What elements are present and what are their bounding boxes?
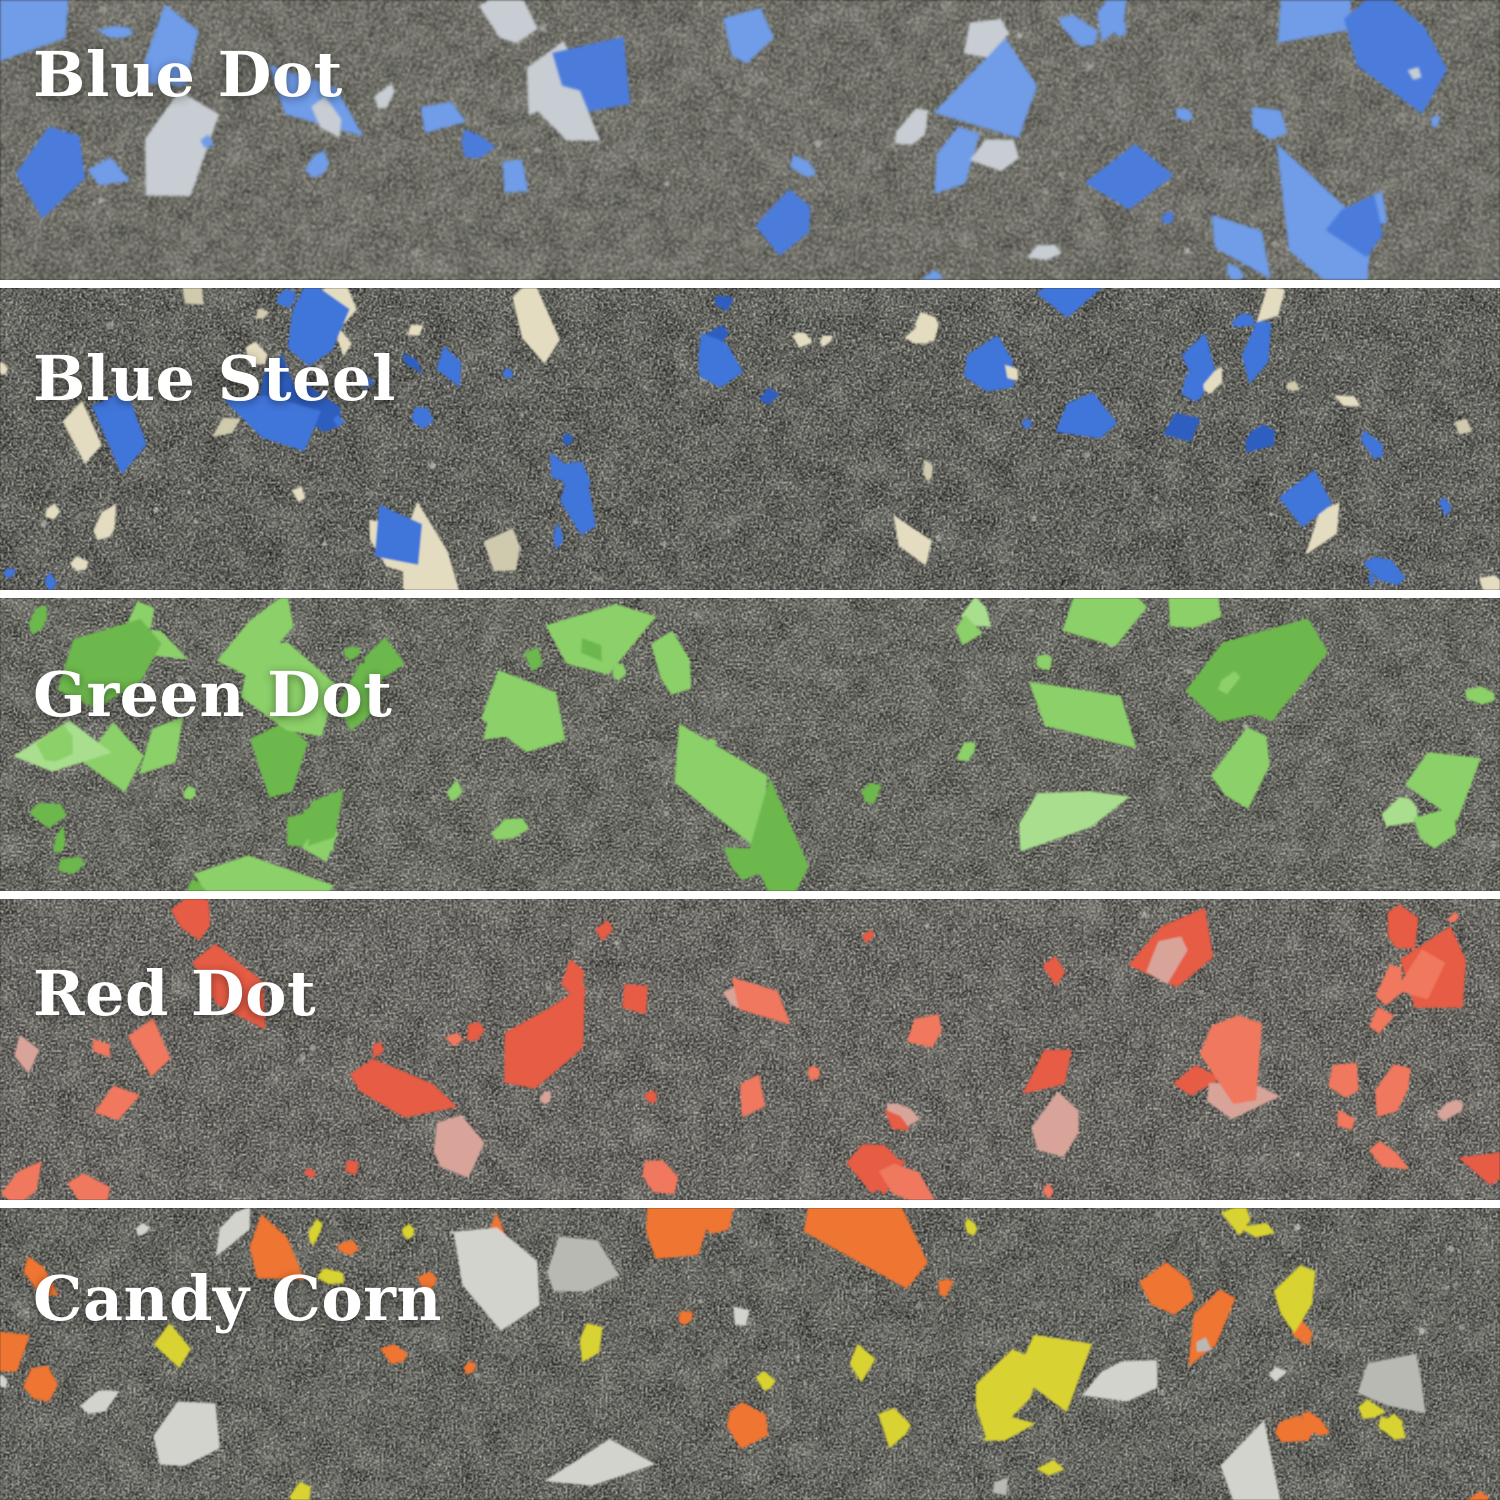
swatch-label-blue-dot: Blue Dot [33, 38, 343, 111]
swatch-band-red-dot: Red Dot [0, 899, 1500, 1200]
band-divider [0, 590, 1500, 598]
swatch-label-blue-steel: Blue Steel [33, 342, 396, 415]
swatch-band-green-dot: Green Dot [0, 598, 1500, 891]
rubber-texture-blue-steel [0, 288, 1500, 590]
swatch-label-red-dot: Red Dot [33, 957, 317, 1030]
rubber-texture-blue-dot [0, 0, 1500, 280]
swatch-label-green-dot: Green Dot [33, 658, 393, 731]
rubber-texture-red-dot [0, 899, 1500, 1200]
swatch-band-blue-dot: Blue Dot [0, 0, 1500, 280]
swatch-band-candy-corn: Candy Corn [0, 1208, 1500, 1500]
band-divider [0, 280, 1500, 288]
rubber-texture-green-dot [0, 598, 1500, 891]
band-divider [0, 891, 1500, 899]
band-divider [0, 1200, 1500, 1208]
swatch-label-candy-corn: Candy Corn [33, 1262, 442, 1335]
rubber-texture-candy-corn [0, 1208, 1500, 1500]
swatch-band-blue-steel: Blue Steel [0, 288, 1500, 590]
